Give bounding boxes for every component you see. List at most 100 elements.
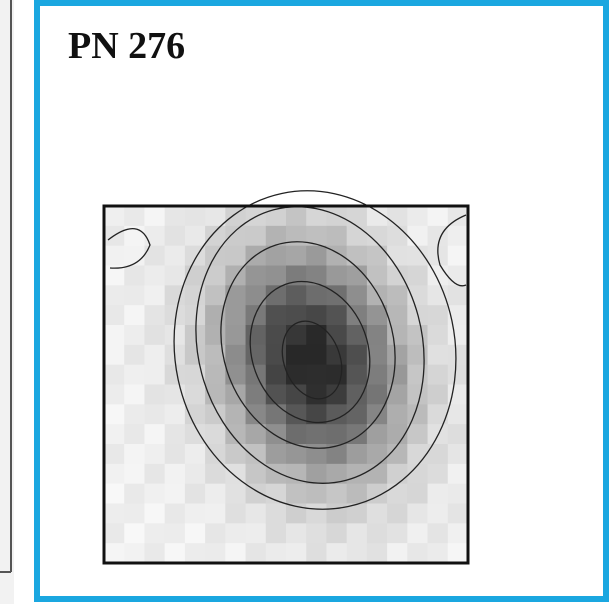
pixel [266,444,287,464]
pixel [367,484,388,504]
pixel [286,206,307,226]
pixel [246,543,267,563]
pixel [124,206,145,226]
pixel [306,365,327,385]
pixel [144,226,165,246]
pixel [225,404,246,424]
pixel [326,266,347,286]
pixel [266,404,287,424]
pixel [165,523,186,543]
pixel [225,305,246,325]
pixel [165,226,186,246]
pixel [448,424,469,444]
pixel [448,404,469,424]
panel-label: PN 276 [68,25,185,67]
page: PN 276 (() => { const data = JSON.parse(… [0,0,611,604]
pixel [367,285,388,305]
pixel [428,206,449,226]
pixel [144,266,165,286]
pixel [306,345,327,365]
pixel [185,484,206,504]
pixel [124,504,145,524]
pixel [124,424,145,444]
pixel [407,325,428,345]
pixel [104,464,125,484]
pixel [407,365,428,385]
pixel [225,504,246,524]
pixel [246,464,267,484]
pixel [104,484,125,504]
pixel [286,345,307,365]
pixel [124,484,145,504]
pixel [306,543,327,563]
pixel [246,523,267,543]
pixel [185,345,206,365]
pixel [205,523,226,543]
pixel [144,365,165,385]
pixel [266,365,287,385]
pixel [266,464,287,484]
pixel [246,504,267,524]
pixel [225,226,246,246]
pixel [326,206,347,226]
pixel [165,543,186,563]
pixel [407,504,428,524]
pixel [347,365,368,385]
pixel [367,504,388,524]
pixel [286,484,307,504]
pixel [387,484,408,504]
pixel [387,246,408,266]
pixel [367,385,388,405]
pixel [165,444,186,464]
pixel [124,444,145,464]
pixel [326,365,347,385]
pixel [367,444,388,464]
pixel [407,543,428,563]
pixel [347,385,368,405]
pixel [326,226,347,246]
pixel [205,424,226,444]
pixel [387,226,408,246]
pixel [448,325,469,345]
pixel [165,266,186,286]
pixel [428,484,449,504]
pixel [448,266,469,286]
pixel [286,543,307,563]
pixel [185,226,206,246]
pixel [448,523,469,543]
pixel [185,325,206,345]
pixel [246,444,267,464]
pixel [347,285,368,305]
pixel [225,325,246,345]
pixel [225,385,246,405]
pixel [104,365,125,385]
pixel [306,305,327,325]
pixel [104,424,125,444]
pixel [225,523,246,543]
pixel [144,246,165,266]
pixel [428,523,449,543]
pixel [407,385,428,405]
pixel [407,345,428,365]
image-pixels [104,206,469,564]
pixel [104,325,125,345]
pixel [124,385,145,405]
pixel [205,285,226,305]
pixel [326,305,347,325]
pixel [306,424,327,444]
pixel [266,266,287,286]
pixel [306,523,327,543]
pixel [367,424,388,444]
pixel [306,266,327,286]
pixel [286,246,307,266]
pixel [104,444,125,464]
pixel [266,305,287,325]
pixel [387,325,408,345]
pixel [387,504,408,524]
pixel [144,464,165,484]
pixel [225,266,246,286]
pixel [104,246,125,266]
pixel [428,404,449,424]
pixel [144,325,165,345]
pixel [185,404,206,424]
